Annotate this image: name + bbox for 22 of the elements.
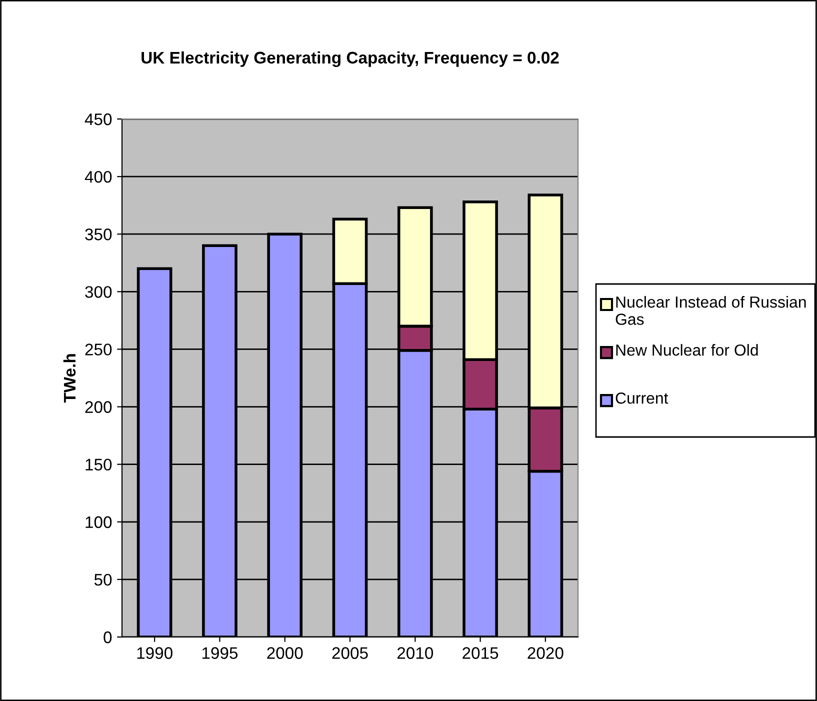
x-tick-label: 1995: [202, 647, 238, 659]
y-tick-label: 300: [85, 286, 112, 298]
chart-title: UK Electricity Generating Capacity, Frequency = 0.02: [142, 51, 559, 67]
x-tick-label: 1990: [137, 647, 172, 659]
x-tick-label: 2000: [267, 647, 303, 659]
x-tick-label: 2010: [397, 647, 434, 659]
y-tick-label: 200: [85, 401, 112, 413]
y-tick-label: 150: [86, 458, 112, 471]
y-axis-title: TWe.h: [63, 354, 76, 403]
y-tick-label: 50: [94, 574, 112, 586]
legend-label: Nuclear Instead of Russian Gas: [616, 296, 806, 325]
y-tick-label: 350: [85, 228, 112, 240]
y-tick-label: 0: [104, 631, 112, 644]
x-tick-label: 2020: [528, 647, 564, 659]
x-tick-label: 2015: [462, 647, 498, 659]
y-tick-label: 100: [86, 516, 112, 528]
y-tick-label: 450: [84, 113, 112, 126]
y-tick-label: 250: [85, 344, 112, 356]
x-tick-label: 2005: [332, 647, 368, 659]
legend-label: New Nuclear for Old: [616, 344, 758, 356]
legend-label: Current: [616, 392, 668, 404]
y-tick-label: 400: [84, 170, 112, 183]
